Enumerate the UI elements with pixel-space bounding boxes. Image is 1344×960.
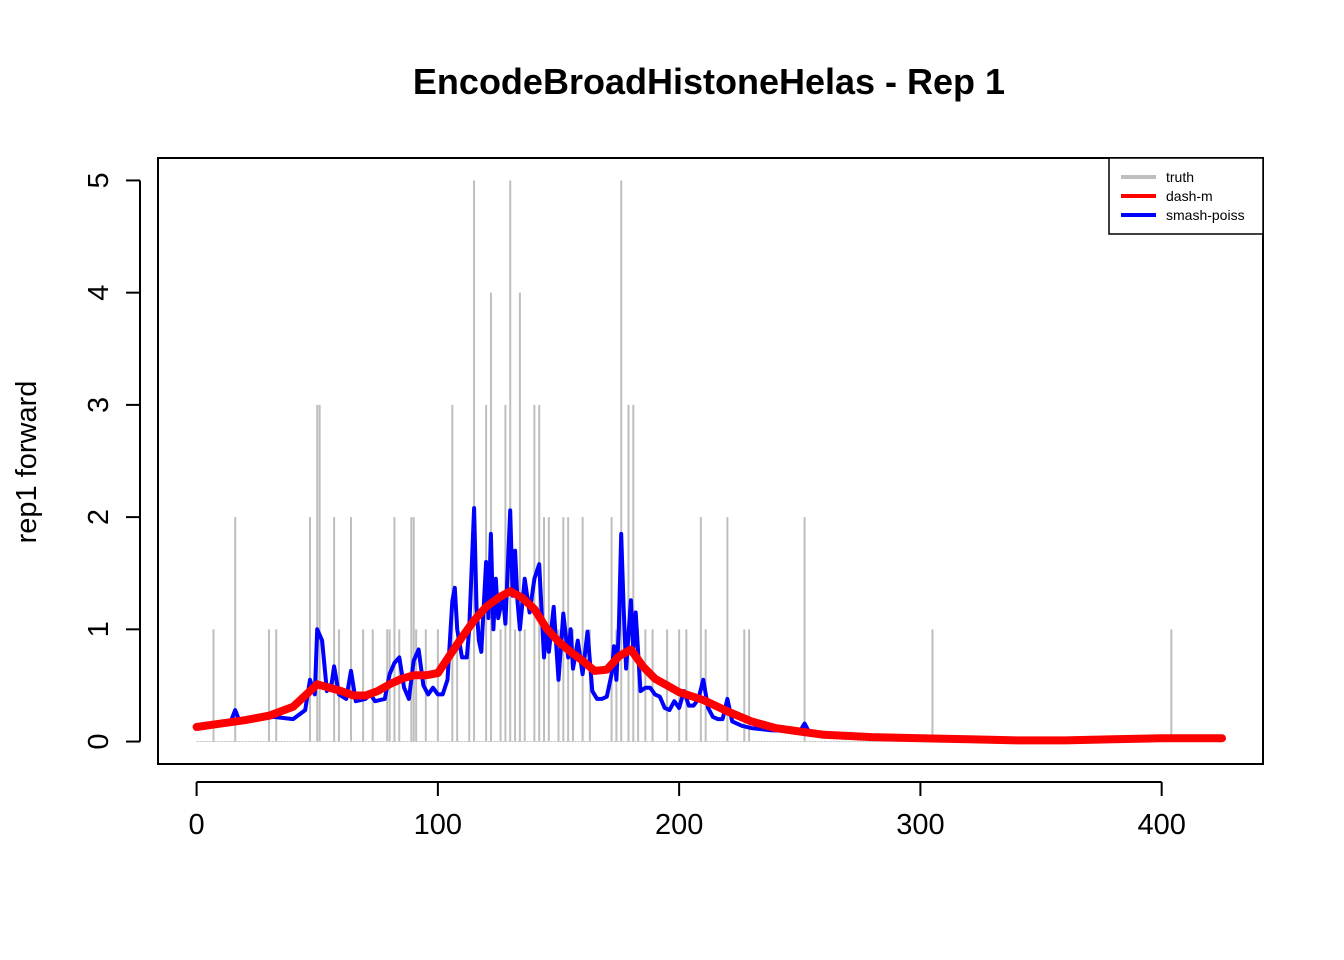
y-tick-label: 1 [83, 621, 115, 637]
axes: 0 100 200 300 400 0 1 2 3 4 5 [83, 172, 1186, 841]
x-tick-label: 0 [189, 809, 205, 841]
chart-title: EncodeBroadHistoneHelas - Rep 1 [413, 61, 1005, 102]
x-tick-label: 300 [896, 809, 944, 841]
x-tick-label: 400 [1137, 809, 1185, 841]
y-tick-label: 5 [83, 172, 115, 188]
truth-bars [196, 180, 1222, 743]
y-tick-label: 0 [83, 733, 115, 749]
series-line-smash-poiss [194, 506, 831, 738]
series-lines [192, 506, 1226, 745]
legend-label-smash-poiss: smash-poiss [1166, 207, 1245, 223]
x-tick-label: 100 [414, 809, 462, 841]
series-line-dash-m [192, 587, 1226, 745]
legend-label-dash-m: dash-m [1166, 188, 1213, 204]
y-tick-label: 4 [83, 285, 115, 301]
legend-label-truth: truth [1166, 169, 1194, 185]
y-tick-label: 3 [83, 397, 115, 413]
y-tick-label: 2 [83, 509, 115, 525]
plot-frame [157, 157, 1264, 765]
x-tick-label: 200 [655, 809, 703, 841]
y-axis-label: rep1 forward [11, 381, 43, 544]
legend: truth dash-m smash-poiss [1108, 157, 1264, 235]
